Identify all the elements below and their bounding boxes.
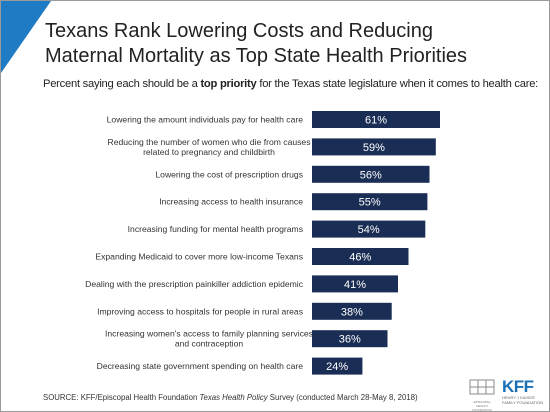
source-note: SOURCE: KFF/Episcopal Health Foundation … <box>43 393 418 402</box>
subtitle-suffix: for the Texas state legislature when it … <box>256 78 539 90</box>
bar-2 <box>312 138 436 156</box>
chart-subtitle: Percent saying each should be a top prio… <box>43 77 549 91</box>
ehf-logo: EPISCOPAL HEALTH FOUNDATION <box>469 379 495 411</box>
bar-4 <box>312 193 428 211</box>
bar-value-label-8: 38% <box>341 306 363 318</box>
bar-value-label-4: 55% <box>359 197 381 209</box>
kff-logo-text: KFF <box>502 377 534 396</box>
source-suffix: Survey (conducted March 28-May 8, 2018) <box>267 393 418 402</box>
category-label-9-line-2: and contraception <box>175 339 244 349</box>
bar-3 <box>312 165 430 183</box>
bar-7 <box>312 275 398 293</box>
bar-value-label-1: 61% <box>365 115 387 127</box>
bar-1 <box>312 111 440 128</box>
chart-title: Texans Rank Lowering Costs and Reducing … <box>45 20 468 67</box>
bar-value-label-5: 54% <box>358 224 380 236</box>
bar-value-label-9: 36% <box>339 334 361 346</box>
category-label-9-line-1: Increasing women's access to family plan… <box>105 329 313 339</box>
bar-value-label-2: 59% <box>363 142 385 154</box>
category-label-1: Lowering the amount individuals pay for … <box>107 115 304 125</box>
kff-logo-sub-2: FAMILY FOUNDATION <box>502 400 544 405</box>
bar-9 <box>312 330 388 348</box>
kff-logo: KFF HENRY J KAISER FAMILY FOUNDATION <box>502 378 544 406</box>
source-prefix: SOURCE: KFF/Episcopal Health Foundation <box>43 393 200 402</box>
category-label-2-line-1: Reducing the number of women who die fro… <box>107 137 310 147</box>
bar-value-label-7: 41% <box>344 279 366 291</box>
corner-accent <box>1 1 51 73</box>
bar-chart: 61% Lowering the amount individuals pay f… <box>85 111 440 375</box>
bar-value-label-3: 56% <box>360 169 382 181</box>
bar-10 <box>312 357 363 375</box>
ehf-logo-text: EPISCOPAL HEALTH FOUNDATION <box>472 400 492 412</box>
category-label-8: Improving access to hospitals for people… <box>97 306 303 316</box>
category-label-2-line-2: related to pregnancy and childbirth <box>143 147 275 157</box>
bar-6 <box>312 248 409 265</box>
bar-5 <box>312 220 426 238</box>
category-label-6: Expanding Medicaid to cover more low-inc… <box>95 252 303 262</box>
bar-8 <box>312 302 392 320</box>
source-survey-name: Texas Health Policy <box>199 393 268 402</box>
subtitle-emphasis: top priority <box>200 78 257 90</box>
kff-logo-sub-1: HENRY J KAISER <box>502 395 535 400</box>
bar-value-label-6: 46% <box>349 252 371 264</box>
bar-value-label-10: 24% <box>326 361 348 373</box>
subtitle-prefix: Percent saying each should be a <box>43 78 201 90</box>
category-label-3: Lowering the cost of prescription drugs <box>155 169 303 179</box>
category-label-10: Decreasing state government spending on … <box>97 361 304 371</box>
category-label-5: Increasing funding for mental health pro… <box>128 224 303 234</box>
category-label-7: Dealing with the prescription painkiller… <box>85 279 304 289</box>
category-label-4: Increasing access to health insurance <box>159 197 303 207</box>
ehf-logo-icon <box>469 379 495 395</box>
